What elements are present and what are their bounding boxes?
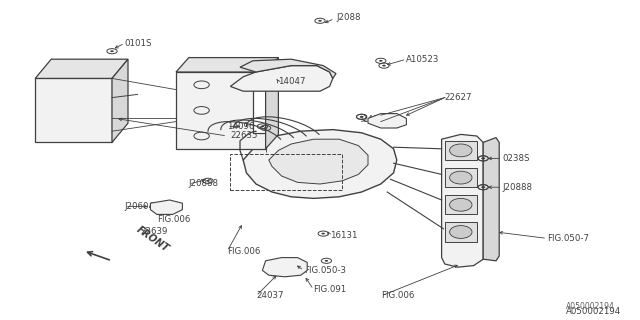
Text: 0238S: 0238S [502, 154, 530, 163]
Text: J20888: J20888 [502, 183, 532, 192]
Text: J20604: J20604 [125, 202, 155, 211]
Circle shape [481, 157, 485, 159]
Polygon shape [35, 78, 112, 142]
Text: 22639: 22639 [141, 228, 168, 236]
Bar [230, 154, 342, 190]
Text: FIG.091: FIG.091 [314, 285, 347, 294]
Ellipse shape [449, 144, 472, 157]
Text: FIG.006: FIG.006 [227, 247, 260, 256]
Polygon shape [243, 130, 397, 198]
Circle shape [321, 233, 325, 235]
Text: J2088: J2088 [336, 13, 360, 22]
Ellipse shape [449, 198, 472, 211]
Circle shape [110, 50, 114, 52]
Text: 24037: 24037 [256, 292, 284, 300]
Text: 22635: 22635 [230, 132, 258, 140]
Circle shape [481, 186, 485, 188]
Polygon shape [230, 66, 333, 91]
Polygon shape [445, 195, 477, 214]
Text: A050002194: A050002194 [566, 308, 621, 316]
Circle shape [264, 127, 268, 129]
Polygon shape [442, 134, 483, 267]
Text: 14096: 14096 [227, 122, 255, 131]
Circle shape [260, 125, 264, 127]
Polygon shape [483, 138, 499, 261]
Circle shape [206, 180, 210, 182]
Text: 16131: 16131 [330, 231, 357, 240]
Text: A10523: A10523 [406, 55, 440, 64]
Text: FRONT: FRONT [134, 224, 170, 254]
Circle shape [481, 157, 485, 159]
Text: 14182: 14182 [362, 116, 389, 124]
Circle shape [324, 260, 328, 262]
Circle shape [481, 186, 485, 188]
Polygon shape [112, 59, 128, 142]
Ellipse shape [449, 171, 472, 184]
Polygon shape [445, 222, 477, 242]
Circle shape [360, 116, 364, 118]
Text: J20888: J20888 [189, 180, 219, 188]
Text: FIG.006: FIG.006 [157, 215, 190, 224]
Polygon shape [445, 168, 477, 187]
Polygon shape [368, 114, 406, 128]
Circle shape [318, 20, 322, 22]
Polygon shape [150, 200, 182, 214]
Polygon shape [176, 72, 266, 149]
Polygon shape [262, 258, 307, 277]
Polygon shape [269, 139, 368, 184]
Circle shape [382, 65, 386, 67]
Polygon shape [240, 59, 336, 78]
Text: 14047: 14047 [278, 77, 306, 86]
Text: FIG.006: FIG.006 [381, 292, 414, 300]
Text: 22627: 22627 [445, 93, 472, 102]
Polygon shape [266, 58, 278, 149]
Polygon shape [176, 58, 278, 72]
Text: 0101S: 0101S [125, 39, 152, 48]
Polygon shape [35, 59, 128, 78]
Polygon shape [445, 141, 477, 160]
Text: A050002194: A050002194 [566, 302, 615, 311]
Circle shape [360, 116, 364, 118]
Circle shape [379, 60, 383, 62]
Text: FIG.050-3: FIG.050-3 [304, 266, 346, 275]
Ellipse shape [449, 226, 472, 238]
Text: FIG.050-7: FIG.050-7 [547, 234, 589, 243]
